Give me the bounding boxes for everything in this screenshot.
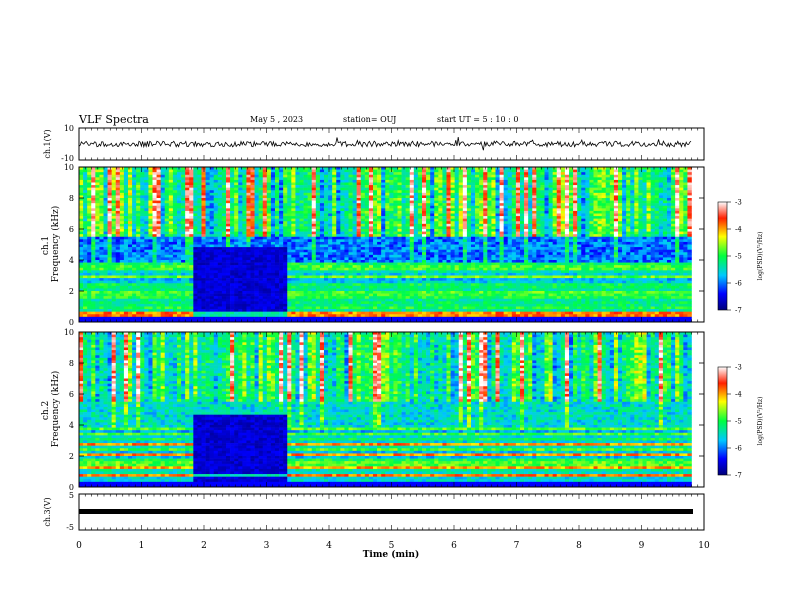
station-label: station= OUJ: [343, 115, 396, 124]
colorbar-tick-label: -6: [735, 280, 742, 288]
xtick-label: 5: [389, 541, 395, 551]
figure-title: VLF Spectra: [78, 113, 149, 126]
xtick-label: 1: [139, 541, 145, 551]
ytick-label: 4: [69, 421, 74, 430]
x-axis-label: Time (min): [363, 549, 420, 560]
ch1-waveform-ylabel: ch.1(V): [43, 129, 52, 158]
ch2-spectrogram-panel: 0 2 4 6 8 10 ch.2 Frequency (kHz): [41, 328, 705, 492]
ch1-waveform-line: [78, 136, 692, 151]
xtick-label: 3: [264, 541, 270, 551]
ch2-ylabel-frequency: Frequency (kHz): [50, 371, 61, 448]
colorbar-tick-label: -5: [735, 253, 742, 261]
ch1-ylabel-frequency: Frequency (kHz): [50, 206, 61, 283]
colorbar-tick-label: -7: [735, 472, 742, 480]
ytick-label: 8: [69, 359, 74, 368]
ch1-ylabel-channel: ch.1: [41, 236, 51, 255]
colorbar-tick-label: -7: [735, 307, 742, 315]
xtick-label: 4: [326, 541, 332, 551]
ytick-label: 4: [69, 256, 74, 265]
ytick-label: 2: [69, 287, 74, 296]
ch3-ytick-top: 5: [69, 491, 74, 500]
ytick-label: 2: [69, 452, 74, 461]
ytick-label: 10: [64, 328, 74, 337]
date-label: May 5 , 2023: [250, 115, 303, 124]
colorbar-tick-label: -5: [735, 418, 742, 426]
x-ticks: [78, 128, 705, 530]
ch1-colorbar-gradient: [717, 201, 728, 311]
ch2-colorbar-gradient: [717, 366, 728, 476]
colorbar-tick-label: -4: [735, 391, 742, 399]
xtick-label: 9: [639, 541, 645, 551]
ch1-spectrogram-ylabel: ch.1 Frequency (kHz): [41, 206, 61, 283]
ytick-label: 8: [69, 194, 74, 203]
colorbar-tick-label: -3: [735, 199, 742, 207]
colorbar-tick-label: -3: [735, 364, 742, 372]
ch1-waveform-panel: 10 -10 ch.1(V): [43, 124, 705, 163]
xtick-label: 0: [76, 541, 82, 551]
start-time-label: start UT = 5 : 10 : 0: [437, 115, 518, 124]
ch1-spectrogram-panel: 0 2 4 6 8 10 ch.1 Frequency (kHz): [41, 163, 705, 327]
xtick-label: 10: [698, 541, 710, 551]
ytick-label: 0: [69, 483, 74, 492]
ch2-spectrogram-ylabel: ch.2 Frequency (kHz): [41, 371, 61, 448]
ch2-colorbar: -3 -4 -5 -6 -7 log(PSD)(V²/Hz): [717, 364, 764, 480]
ch1-colorbar-label: log(PSD)(V²/Hz): [757, 232, 764, 281]
ch2-colorbar-label: log(PSD)(V²/Hz): [757, 397, 764, 446]
ytick-label: 0: [69, 318, 74, 327]
ch1-colorbar: -3 -4 -5 -6 -7 log(PSD)(V²/Hz): [717, 199, 764, 315]
ch1-spectrogram-image: [79, 167, 704, 323]
xtick-label: 2: [201, 541, 207, 551]
ch3-ytick-bottom: -5: [66, 523, 74, 532]
x-tick-labels: 0 1 2 3 4 5 6 7 8 9 10: [76, 541, 710, 551]
ytick-label: 6: [69, 225, 74, 234]
ytick-label: 6: [69, 390, 74, 399]
ch1-ytick-bottom: -10: [61, 154, 74, 163]
ch3-waveform-line: [79, 509, 693, 514]
xtick-label: 7: [514, 541, 520, 551]
ch2-ylabel-channel: ch.2: [41, 401, 51, 420]
colorbar-tick-label: -6: [735, 445, 742, 453]
ch3-waveform-ylabel: ch.3(V): [43, 497, 52, 526]
ytick-label: 10: [64, 163, 74, 172]
xtick-label: 6: [451, 541, 457, 551]
ch1-ytick-top: 10: [64, 124, 74, 133]
ch2-spectrogram-image: [79, 332, 704, 488]
ch3-waveform-panel: 5 -5 ch.3(V): [43, 491, 705, 532]
colorbar-tick-label: -4: [735, 226, 742, 234]
xtick-label: 8: [576, 541, 582, 551]
